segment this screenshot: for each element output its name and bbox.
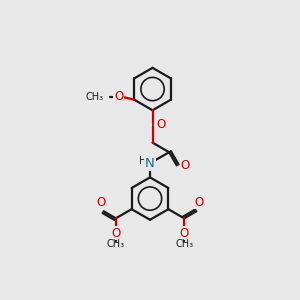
Text: CH₃: CH₃ <box>85 92 103 102</box>
Text: O: O <box>179 226 189 239</box>
Text: O: O <box>96 196 105 209</box>
Text: O: O <box>195 196 204 209</box>
Text: CH₃: CH₃ <box>107 239 125 249</box>
Text: N: N <box>145 157 155 170</box>
Text: CH₃: CH₃ <box>175 239 193 249</box>
Text: O: O <box>114 90 123 103</box>
Text: O: O <box>180 159 190 172</box>
Text: O: O <box>111 226 121 239</box>
Text: H: H <box>139 156 146 166</box>
Text: O: O <box>156 118 166 131</box>
